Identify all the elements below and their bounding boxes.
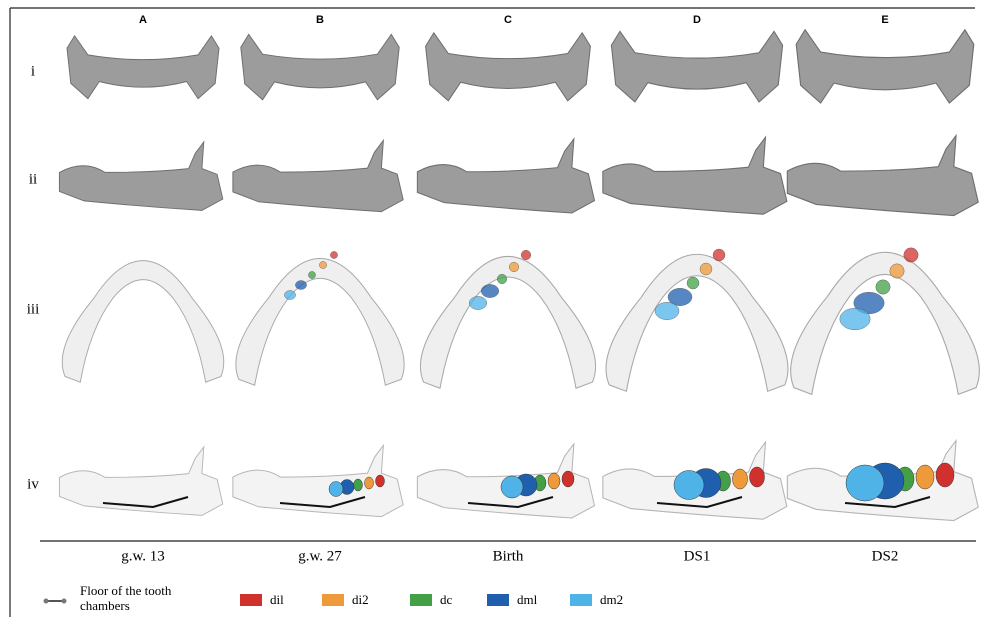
- mandible-front: [241, 34, 399, 99]
- legend-swatch: [410, 594, 432, 606]
- legend-swatch: [322, 594, 344, 606]
- legend-label: dml: [517, 592, 538, 607]
- floor-icon-end: [44, 599, 49, 604]
- mandible-arch: [62, 261, 224, 383]
- tooth-germ-top: [497, 274, 507, 284]
- tooth-germ-top: [481, 284, 499, 297]
- column-letter: D: [693, 14, 701, 26]
- figure-canvas: iiiiiiivAg.w. 13Bg.w. 27CBirthDDS1EDS2di…: [0, 0, 982, 617]
- column-letter: C: [504, 14, 512, 26]
- tooth-germ-top: [700, 263, 712, 275]
- stage-label: g.w. 13: [121, 548, 165, 564]
- tooth-germ-top: [713, 249, 725, 261]
- tooth-germ-top: [509, 262, 519, 272]
- legend-label: dc: [440, 592, 453, 607]
- stage-label: DS2: [872, 548, 899, 564]
- tooth-germ: [750, 467, 765, 487]
- legend-swatch: [570, 594, 592, 606]
- tooth-germ-top: [319, 261, 326, 268]
- tooth-germ-top: [840, 308, 870, 330]
- mandible-front: [426, 33, 591, 101]
- mandible-arch: [791, 252, 980, 394]
- column-letter: E: [881, 14, 888, 26]
- tooth-germ-top: [890, 264, 904, 278]
- legend-swatch: [240, 594, 262, 606]
- tooth-germ-top: [687, 277, 699, 289]
- tooth-germ-top: [295, 281, 306, 290]
- tooth-germ: [329, 482, 343, 497]
- column-letter: A: [139, 14, 147, 26]
- legend-swatch: [487, 594, 509, 606]
- tooth-germ: [846, 465, 884, 501]
- row-label: iii: [27, 301, 40, 317]
- figure: iiiiiiivAg.w. 13Bg.w. 27CBirthDDS1EDS2di…: [0, 0, 982, 617]
- tooth-germ: [674, 471, 704, 500]
- tooth-germ: [936, 463, 954, 487]
- row-label: i: [31, 63, 35, 79]
- tooth-germ: [548, 473, 560, 489]
- tooth-germ: [365, 477, 374, 489]
- mandible-arch: [420, 256, 595, 388]
- mandible-side: [59, 142, 222, 210]
- legend-label: dil: [270, 592, 284, 607]
- tooth-germ-top: [308, 271, 315, 278]
- tooth-germ-top: [469, 296, 487, 309]
- row-label: iv: [27, 476, 39, 492]
- column-letter: B: [316, 14, 324, 26]
- mandible-side: [233, 140, 403, 211]
- tooth-germ-top: [904, 248, 918, 262]
- mandible-front: [796, 30, 974, 103]
- tooth-germ: [916, 465, 934, 489]
- tooth-germ-top: [284, 291, 295, 300]
- tooth-germ-top: [655, 302, 679, 319]
- stage-label: Birth: [493, 548, 524, 564]
- tooth-germ: [376, 475, 385, 487]
- floor-icon-end: [62, 599, 67, 604]
- floor-legend-label: Floor of the tooth chambers: [80, 583, 200, 613]
- mandible-arch: [606, 254, 788, 391]
- mandible-front: [611, 31, 782, 102]
- mandible-front: [67, 36, 219, 99]
- mandible-arch: [236, 259, 404, 386]
- row-label: ii: [29, 171, 37, 187]
- tooth-germ: [354, 479, 363, 491]
- tooth-germ-top: [876, 280, 890, 294]
- mandible-side: [787, 136, 978, 216]
- mandible-side: [603, 137, 787, 214]
- tooth-germ: [733, 469, 748, 489]
- tooth-germ: [501, 476, 523, 498]
- tooth-germ-top: [521, 250, 531, 260]
- tooth-germ: [562, 471, 574, 487]
- stage-label: DS1: [684, 548, 711, 564]
- legend-label: dm2: [600, 592, 623, 607]
- stage-label: g.w. 27: [298, 548, 342, 564]
- tooth-germ-top: [330, 251, 337, 258]
- legend-label: di2: [352, 592, 369, 607]
- mandible-side: [417, 139, 594, 213]
